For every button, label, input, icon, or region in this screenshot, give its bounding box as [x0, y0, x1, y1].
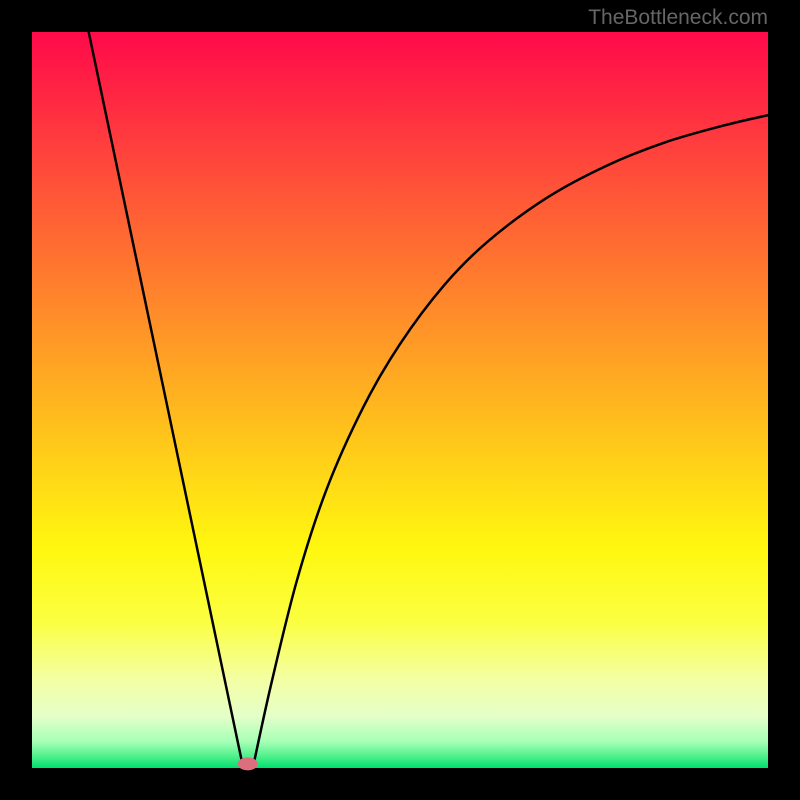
plot-area: [32, 32, 768, 768]
bottleneck-curve: [32, 32, 768, 768]
vertex-marker: [237, 757, 258, 770]
watermark-text: TheBottleneck.com: [588, 6, 768, 30]
chart-frame: TheBottleneck.com: [0, 0, 800, 800]
